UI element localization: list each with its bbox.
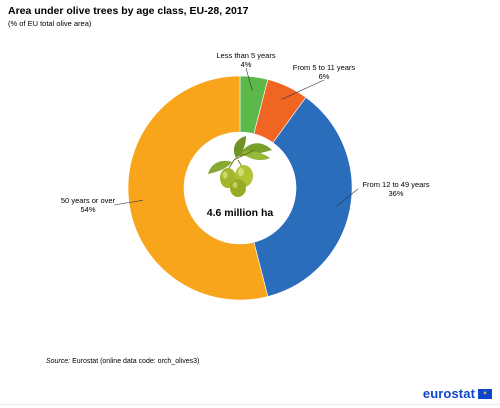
slice-name-label: 50 years or over <box>61 196 116 205</box>
chart-subtitle: (% of EU total olive area) <box>8 19 92 28</box>
center-total-label: 4.6 million ha <box>207 207 274 219</box>
source-text: Eurostat (online data code: orch_olives3… <box>70 358 200 365</box>
eurostat-logo: eurostat ✶ <box>423 386 492 401</box>
leader-line <box>336 188 359 207</box>
slice-name-label: From 12 to 49 years <box>362 180 429 189</box>
slice-from-12-to-49-years <box>253 96 353 297</box>
source-label: Source: <box>46 358 71 365</box>
source-note: Source: Eurostat (online data code: orch… <box>46 358 199 365</box>
slice-value-label: 6% <box>319 72 330 81</box>
leader-line <box>281 79 325 100</box>
slice-value-label: 54% <box>80 205 95 214</box>
eu-flag-icon: ✶ <box>478 388 492 399</box>
slice-name-label: Less than 5 years <box>216 51 275 60</box>
chart-title: Area under olive trees by age class, EU-… <box>8 5 249 17</box>
slice-value-label: 4% <box>241 60 252 69</box>
logo-text: eurostat <box>422 386 475 401</box>
slice-50-years-or-over <box>127 75 269 301</box>
flag-stars: ✶ <box>482 390 488 397</box>
slice-value-label: 36% <box>388 189 403 198</box>
leader-line <box>245 67 253 91</box>
olive-branch-icon <box>208 136 272 197</box>
leader-line <box>113 199 143 206</box>
slice-name-label: From 5 to 11 years <box>293 63 356 72</box>
footer-divider <box>0 404 500 405</box>
